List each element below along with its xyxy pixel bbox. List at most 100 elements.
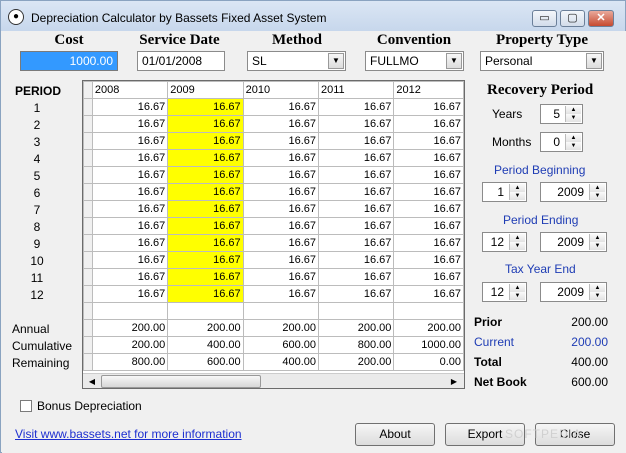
grid-cell[interactable]: 16.67 (318, 132, 395, 150)
grid-cell[interactable]: 16.67 (318, 115, 395, 133)
row-header-cell[interactable] (83, 200, 93, 218)
scroll-right-icon[interactable]: ▶ (450, 377, 458, 386)
row-header-cell[interactable] (83, 353, 93, 371)
spin-down-icon[interactable]: ▼ (590, 242, 605, 250)
grid-cell[interactable]: 16.67 (242, 132, 320, 150)
convention-select[interactable]: FULLMO ▼ (365, 51, 464, 71)
spin-down-icon[interactable]: ▼ (510, 192, 525, 200)
annual-cell[interactable]: 200.00 (91, 319, 169, 337)
grid-cell[interactable] (242, 302, 320, 320)
grid-cell[interactable]: 16.67 (91, 132, 169, 150)
cost-input[interactable]: 1000.00 (20, 51, 118, 71)
cumulative-cell[interactable]: 800.00 (318, 336, 395, 354)
grid-cell[interactable]: 16.67 (242, 183, 320, 201)
grid-cell[interactable]: 16.67 (91, 234, 169, 252)
spin-down-icon[interactable]: ▼ (590, 192, 605, 200)
period-beginning-year-spinner[interactable]: 2009 ▲ ▼ (540, 182, 607, 202)
row-header-cell[interactable] (83, 302, 93, 320)
period-beginning-month-spinner[interactable]: 1 ▲ ▼ (482, 182, 527, 202)
year-column-header[interactable]: 2008 (91, 81, 169, 99)
grid-cell[interactable]: 16.67 (393, 149, 464, 167)
year-column-header[interactable]: 2010 (242, 81, 320, 99)
grid-cell[interactable]: 16.67 (167, 132, 244, 150)
grid-cell[interactable]: 16.67 (318, 217, 395, 235)
grid-cell[interactable]: 16.67 (242, 166, 320, 184)
spin-up-icon[interactable]: ▲ (510, 234, 525, 242)
grid-cell[interactable]: 16.67 (393, 98, 464, 116)
grid-cell[interactable]: 16.67 (318, 200, 395, 218)
grid-cell[interactable]: 16.67 (91, 98, 169, 116)
grid-cell[interactable]: 16.67 (167, 217, 244, 235)
row-header-cell[interactable] (83, 268, 93, 286)
grid-cell[interactable]: 16.67 (167, 98, 244, 116)
export-button[interactable]: Export (445, 423, 525, 446)
row-header-cell[interactable] (83, 149, 93, 167)
scrollbar-thumb[interactable] (101, 375, 261, 388)
spin-down-icon[interactable]: ▼ (590, 292, 605, 300)
grid-cell[interactable]: 16.67 (91, 166, 169, 184)
row-header-cell[interactable] (83, 336, 93, 354)
annual-cell[interactable]: 200.00 (393, 319, 464, 337)
grid-cell[interactable]: 16.67 (167, 251, 244, 269)
tax-year-end-month-spinner[interactable]: 12 ▲ ▼ (482, 282, 527, 302)
grid-cell[interactable]: 16.67 (167, 115, 244, 133)
chevron-down-icon[interactable]: ▼ (586, 53, 602, 69)
grid-cell[interactable]: 16.67 (242, 115, 320, 133)
row-header-cell[interactable] (83, 285, 93, 303)
row-header-cell[interactable] (83, 132, 93, 150)
grid-cell[interactable]: 16.67 (318, 234, 395, 252)
tax-year-end-year-spinner[interactable]: 2009 ▲ ▼ (540, 282, 607, 302)
remaining-cell[interactable]: 600.00 (167, 353, 244, 371)
depreciation-grid[interactable]: 2008 2009 2010 2011 2012 16.67 16.67 16.67 16.67… (82, 80, 465, 389)
grid-cell[interactable] (167, 302, 244, 320)
grid-cell[interactable]: 16.67 (167, 183, 244, 201)
grid-cell[interactable]: 16.67 (91, 251, 169, 269)
grid-cell[interactable]: 16.67 (242, 234, 320, 252)
grid-cell[interactable]: 16.67 (318, 98, 395, 116)
property-type-select[interactable]: Personal ▼ (480, 51, 604, 71)
grid-cell[interactable]: 16.67 (393, 217, 464, 235)
title-bar[interactable]: ● Depreciation Calculator by Bassets Fix… (1, 1, 625, 31)
maximize-button[interactable]: ▢ (560, 10, 585, 27)
cumulative-cell[interactable]: 600.00 (242, 336, 320, 354)
scroll-left-icon[interactable]: ◀ (88, 377, 96, 386)
row-header-cell[interactable] (83, 183, 93, 201)
annual-cell[interactable]: 200.00 (318, 319, 395, 337)
remaining-cell[interactable]: 0.00 (393, 353, 464, 371)
grid-cell[interactable]: 16.67 (393, 115, 464, 133)
spin-up-icon[interactable]: ▲ (566, 134, 581, 142)
grid-cell[interactable]: 16.67 (167, 166, 244, 184)
grid-cell[interactable]: 16.67 (318, 166, 395, 184)
year-column-header[interactable]: 2009 (167, 81, 244, 99)
grid-cell[interactable]: 16.67 (318, 268, 395, 286)
row-header-cell[interactable] (83, 234, 93, 252)
years-spinner[interactable]: 5 ▲ ▼ (540, 104, 583, 124)
remaining-cell[interactable]: 200.00 (318, 353, 395, 371)
grid-cell[interactable]: 16.67 (318, 251, 395, 269)
spin-down-icon[interactable]: ▼ (566, 114, 581, 122)
cumulative-cell[interactable]: 200.00 (91, 336, 169, 354)
cumulative-cell[interactable]: 400.00 (167, 336, 244, 354)
grid-cell[interactable] (393, 302, 464, 320)
chevron-down-icon[interactable]: ▼ (446, 53, 462, 69)
close-window-button[interactable]: ✕ (588, 10, 614, 27)
grid-cell[interactable]: 16.67 (393, 183, 464, 201)
grid-cell[interactable]: 16.67 (242, 200, 320, 218)
row-header-cell[interactable] (83, 98, 93, 116)
grid-cell[interactable]: 16.67 (318, 285, 395, 303)
grid-cell[interactable]: 16.67 (167, 200, 244, 218)
grid-cell[interactable]: 16.67 (318, 183, 395, 201)
grid-cell[interactable]: 16.67 (393, 132, 464, 150)
spin-up-icon[interactable]: ▲ (566, 106, 581, 114)
months-spinner[interactable]: 0 ▲ ▼ (540, 132, 583, 152)
annual-cell[interactable]: 200.00 (167, 319, 244, 337)
spin-up-icon[interactable]: ▲ (590, 184, 605, 192)
close-button[interactable]: Close (535, 423, 615, 446)
grid-cell[interactable]: 16.67 (91, 115, 169, 133)
spin-up-icon[interactable]: ▲ (510, 284, 525, 292)
about-button[interactable]: About (355, 423, 435, 446)
grid-cell[interactable]: 16.67 (167, 149, 244, 167)
grid-cell[interactable]: 16.67 (242, 285, 320, 303)
spin-up-icon[interactable]: ▲ (590, 284, 605, 292)
grid-cell[interactable]: 16.67 (91, 183, 169, 201)
